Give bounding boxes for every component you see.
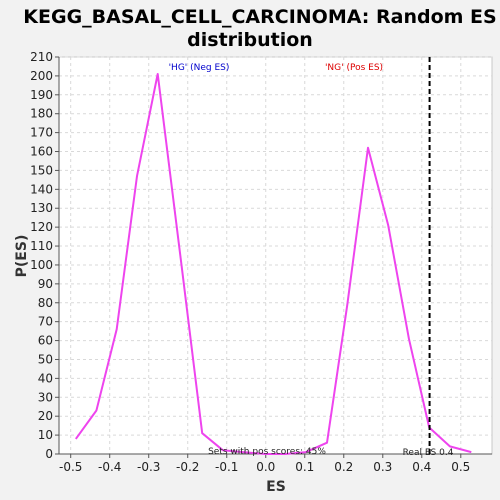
- y-tick-label-3: 30: [38, 390, 53, 404]
- y-tick-label-21: 210: [30, 50, 53, 64]
- y-tick-label-10: 100: [30, 258, 53, 272]
- y-tick-label-18: 180: [30, 107, 53, 121]
- y-axis-label: P(ES): [14, 235, 30, 278]
- y-tick-label-7: 70: [38, 315, 53, 329]
- x-tick-label-6: 0.1: [295, 460, 314, 474]
- y-tick-label-16: 160: [30, 145, 53, 159]
- y-tick-label-5: 50: [38, 352, 53, 366]
- sets-pos-scores-text: Sets with pos scores: 45%: [208, 447, 326, 457]
- y-tick-label-6: 60: [38, 334, 53, 348]
- x-tick-label-10: 0.5: [451, 460, 470, 474]
- x-tick-label-9: 0.4: [412, 460, 431, 474]
- chart-title-line-1: KEGG_BASAL_CELL_CARCINOMA: Random ES: [23, 6, 496, 28]
- y-tick-label-1: 10: [38, 428, 53, 442]
- y-tick-label-17: 170: [30, 126, 53, 140]
- y-axis: 0 10 20 30 40 50 60 70 80 90 100 110 120 130 140 150 160…: [30, 50, 60, 461]
- chart-title-line-2: distribution: [187, 29, 313, 51]
- y-tick-label-15: 150: [30, 163, 53, 177]
- x-tick-label-0: -0.5: [59, 460, 82, 474]
- y-tick-label-13: 130: [30, 201, 53, 215]
- x-tick-label-8: 0.3: [373, 460, 392, 474]
- x-tick-label-3: -0.2: [176, 460, 199, 474]
- real-es-text: Real ES 0.4: [403, 448, 454, 458]
- plot-area: [58, 56, 493, 455]
- y-tick-label-11: 110: [30, 239, 53, 253]
- neg-es-label: 'HG' (Neg ES): [169, 63, 230, 73]
- y-tick-label-12: 120: [30, 220, 53, 234]
- y-tick-label-19: 190: [30, 88, 53, 102]
- x-axis-label: ES: [266, 479, 286, 495]
- y-tick-label-9: 90: [38, 277, 53, 291]
- x-tick-label-5: 0.0: [256, 460, 275, 474]
- y-tick-label-14: 140: [30, 182, 53, 196]
- x-tick-label-2: -0.3: [137, 460, 160, 474]
- x-tick-label-1: -0.4: [98, 460, 121, 474]
- grid-lines: [59, 56, 492, 455]
- x-tick-label-4: -0.1: [215, 460, 238, 474]
- y-tick-label-0: 0: [45, 447, 53, 461]
- x-axis: -0.5 -0.4 -0.3 -0.2 -0.1 0.0 0.1 0.2 0.3 0.4 0.5: [59, 453, 492, 474]
- x-tick-label-7: 0.2: [334, 460, 353, 474]
- y-tick-label-4: 40: [38, 371, 53, 385]
- y-tick-label-8: 80: [38, 296, 53, 310]
- y-tick-label-20: 200: [30, 69, 53, 83]
- series-line-0: [74, 73, 472, 455]
- series-group: [74, 73, 472, 455]
- y-tick-label-2: 20: [38, 409, 53, 423]
- pos-es-label: 'NG' (Pos ES): [325, 63, 383, 73]
